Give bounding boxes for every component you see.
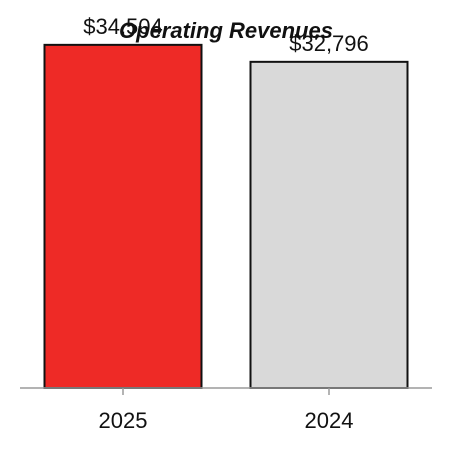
x-tick-label-2025: 2025 — [99, 408, 148, 433]
bar-2024 — [249, 60, 409, 390]
bars-layer: $34,504 $32,796 — [43, 14, 409, 390]
x-tick-label-2024: 2024 — [305, 408, 354, 433]
value-label-2024: $32,796 — [289, 31, 369, 56]
x-axis-ticks: 2025 2024 — [99, 388, 354, 433]
value-label-2025: $34,504 — [83, 14, 163, 39]
bar-2025 — [43, 43, 203, 390]
chart-title: Operating Revenues — [119, 18, 333, 43]
